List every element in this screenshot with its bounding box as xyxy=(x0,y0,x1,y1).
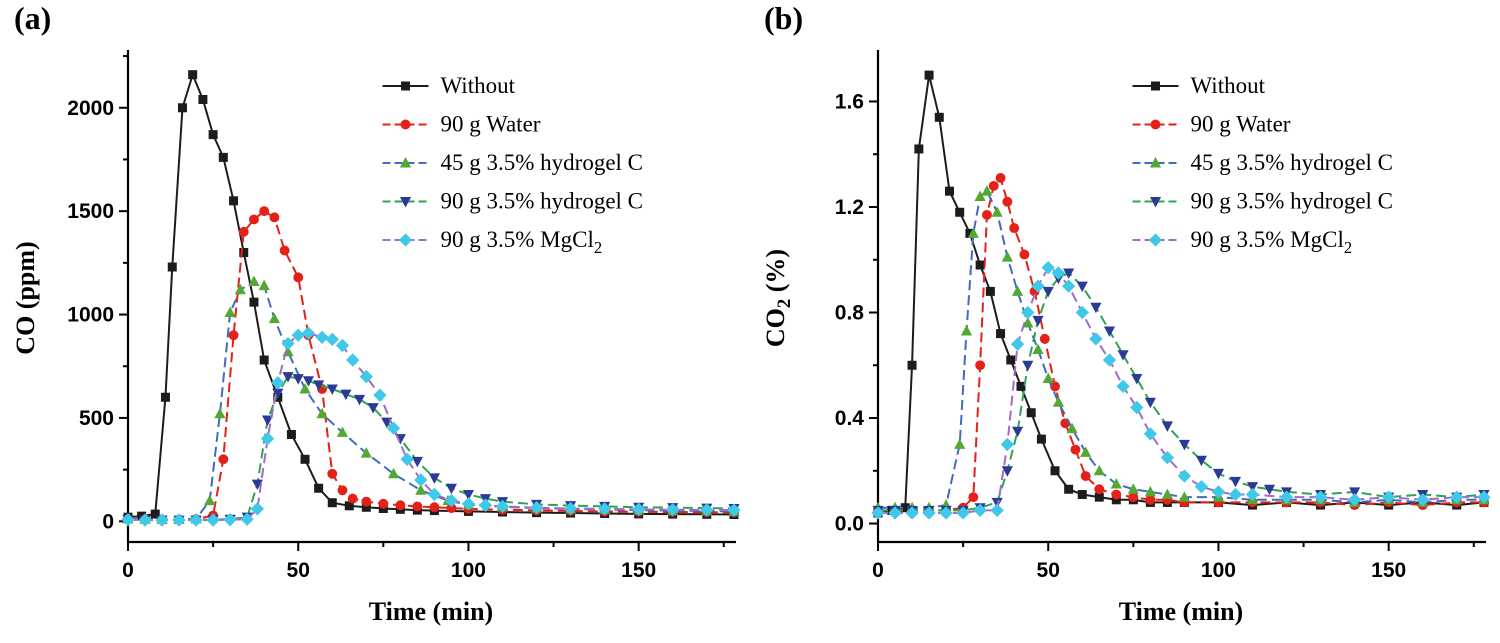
series-without-markers xyxy=(873,70,1489,518)
series-hydrogel45 xyxy=(872,185,1490,513)
legend: Without 90 g Water 45 g 3.5% hydrogel C 90 … xyxy=(1132,73,1394,257)
svg-text:50: 50 xyxy=(1037,559,1060,582)
axes xyxy=(876,50,1486,544)
series-hydrogel45 xyxy=(122,275,740,524)
x-axis-label: Time (min) xyxy=(1119,597,1243,626)
chart-a: 0 50 100 150 0 500 1000 1500 2000 Time (min) CO (p… xyxy=(0,0,750,638)
series-mgcl2 xyxy=(121,326,741,527)
series-mgcl2 xyxy=(871,261,1491,520)
svg-text:0.0: 0.0 xyxy=(835,513,864,536)
legend-item-water: 90 g Water xyxy=(382,112,541,137)
chart-b: 0 50 100 150 0.0 0.4 0.8 1.2 1.6 Time (min) CO2 (%… xyxy=(750,0,1500,638)
y-axis-label: CO (ppm) xyxy=(11,241,40,354)
legend-label: 90 g 3.5% MgCl2 xyxy=(441,227,603,257)
svg-text:0: 0 xyxy=(872,559,884,582)
series-without-line xyxy=(127,71,735,519)
svg-text:1000: 1000 xyxy=(67,304,114,327)
svg-text:0.4: 0.4 xyxy=(835,407,865,430)
series-hydrogel45-line xyxy=(878,189,1484,509)
svg-text:50: 50 xyxy=(287,559,310,582)
legend-item-mgcl2: 90 g 3.5% MgCl2 xyxy=(382,227,603,257)
ticks xyxy=(869,100,1475,551)
legend-item-without: Without xyxy=(382,73,516,98)
svg-text:100: 100 xyxy=(1201,559,1236,582)
legend-item-water: 90 g Water xyxy=(1132,112,1291,137)
legend: Without 90 g Water 45 g 3.5% hydrogel C 90 … xyxy=(382,73,644,257)
legend-label: 90 g 3.5% hydrogel C xyxy=(441,189,644,214)
svg-text:0: 0 xyxy=(122,559,134,582)
series-hydrogel90-line xyxy=(127,375,735,522)
series-without xyxy=(873,70,1489,518)
panel-b: (b) 0 50 100 150 0.0 0.4 0.8 1.2 1.6 Time (min) CO… xyxy=(750,0,1500,638)
svg-text:2000: 2000 xyxy=(67,97,114,120)
svg-text:0.8: 0.8 xyxy=(835,302,865,325)
chart-svg: 0 50 100 150 0.0 0.4 0.8 1.2 1.6 Time (min) CO2 (%… xyxy=(761,50,1491,626)
legend-label: 45 g 3.5% hydrogel C xyxy=(441,150,644,175)
series-water-line xyxy=(878,175,1484,512)
svg-text:0: 0 xyxy=(102,510,114,533)
axes xyxy=(126,50,736,544)
svg-text:150: 150 xyxy=(621,559,656,582)
legend-item-hydrogel90: 90 g 3.5% hydrogel C xyxy=(382,189,644,214)
y-axis-label: CO2 (%) xyxy=(761,249,795,347)
svg-text:1.6: 1.6 xyxy=(835,90,864,113)
series-hydrogel45-line xyxy=(127,280,735,521)
legend-item-mgcl2: 90 g 3.5% MgCl2 xyxy=(1132,227,1353,257)
series-mgcl2-markers xyxy=(871,261,1491,520)
panel-b-label: (b) xyxy=(764,0,804,36)
legend-label: 90 g 3.5% hydrogel C xyxy=(1191,189,1394,214)
x-axis-label: Time (min) xyxy=(369,597,493,626)
legend-label: 90 g Water xyxy=(1191,112,1291,137)
legend-label: 90 g Water xyxy=(441,112,541,137)
legend-item-without: Without xyxy=(1132,73,1266,98)
legend-label: 90 g 3.5% MgCl2 xyxy=(1191,227,1353,257)
svg-text:1500: 1500 xyxy=(67,200,114,223)
panel-a-label: (a) xyxy=(14,0,52,36)
svg-text:500: 500 xyxy=(79,407,114,430)
series-hydrogel45-markers xyxy=(122,275,740,524)
legend-label: Without xyxy=(1191,73,1266,98)
series-mgcl2-line xyxy=(878,266,1484,514)
series-water-line xyxy=(127,209,735,521)
tick-labels: 0 50 100 150 0.0 0.4 0.8 1.2 1.6 xyxy=(835,90,1406,582)
series-without-line xyxy=(877,74,1485,514)
svg-text:100: 100 xyxy=(451,559,486,582)
legend-label: 45 g 3.5% hydrogel C xyxy=(1191,150,1394,175)
svg-text:1.2: 1.2 xyxy=(835,196,864,219)
legend-item-hydrogel45: 45 g 3.5% hydrogel C xyxy=(1132,150,1394,175)
legend-item-hydrogel45: 45 g 3.5% hydrogel C xyxy=(382,150,644,175)
legend-label: Without xyxy=(441,73,516,98)
series-mgcl2-markers xyxy=(121,326,741,527)
panel-a: (a) 0 50 100 150 0 500 1000 1500 2000 Time (min) C… xyxy=(0,0,750,638)
legend-item-hydrogel90: 90 g 3.5% hydrogel C xyxy=(1132,189,1394,214)
svg-text:150: 150 xyxy=(1371,559,1406,582)
